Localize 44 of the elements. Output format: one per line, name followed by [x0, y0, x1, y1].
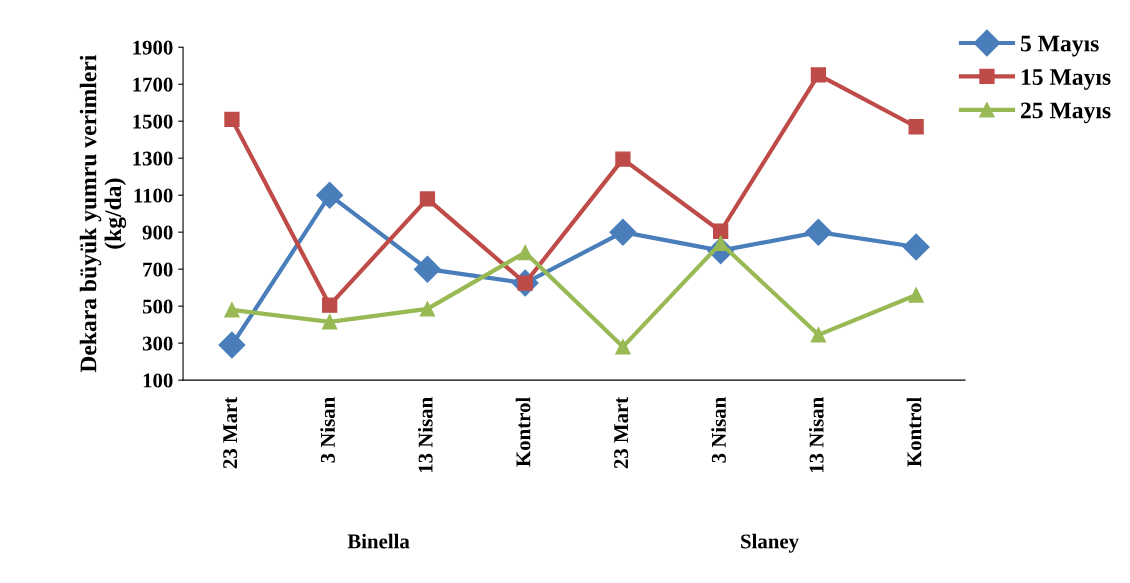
legend-label: 15 Mayıs [1021, 69, 1111, 90]
y-tick-label: 1100 [134, 188, 173, 203]
y-tick-label: 100 [143, 373, 173, 388]
point [419, 301, 436, 317]
x-tick-label: 13 Nisan [808, 397, 824, 473]
x-tick-label: Kontrol [906, 397, 922, 467]
point [908, 119, 924, 135]
point [615, 339, 631, 355]
point [517, 244, 533, 261]
point [804, 218, 832, 246]
point [322, 314, 338, 330]
legend-label: 5 Mayıs [1020, 35, 1099, 57]
point [322, 297, 338, 313]
point [810, 327, 827, 343]
x-tick-label: 23 Mart [614, 396, 629, 469]
point [419, 191, 436, 207]
y-tick-label: 900 [142, 225, 173, 240]
x-tick-label: 3 Nisan [320, 397, 335, 463]
point [609, 218, 637, 246]
point [615, 151, 631, 167]
y-tick-label: 300 [142, 336, 173, 351]
text: Binella [347, 533, 410, 549]
y-tick-label: 1900 [133, 40, 173, 55]
x-tick-label: Kontrol [515, 397, 531, 467]
y-tick-label: 1300 [133, 151, 173, 166]
text: Slaney [741, 533, 799, 553]
point [316, 181, 344, 209]
point [413, 255, 441, 283]
point [902, 233, 930, 261]
legend-label: 25 Mayıs [1020, 102, 1111, 124]
point [810, 67, 827, 83]
y-tick-label: 700 [143, 262, 173, 277]
y-tick-label: 1500 [133, 114, 173, 129]
y-tick-label: 1700 [133, 77, 173, 92]
x-tick-label: 23 Mart [223, 396, 238, 469]
point [224, 302, 240, 318]
y-tick-label: 500 [142, 299, 173, 314]
point [218, 331, 246, 359]
y-axis-title: Dekara büyük yumru verimleri (kg/da) [79, 54, 127, 373]
x-tick-label: 13 Nisan [417, 397, 433, 473]
point [224, 111, 240, 127]
x-tick-label: 3 Nisan [711, 397, 726, 463]
point [713, 223, 729, 239]
point [908, 287, 924, 303]
